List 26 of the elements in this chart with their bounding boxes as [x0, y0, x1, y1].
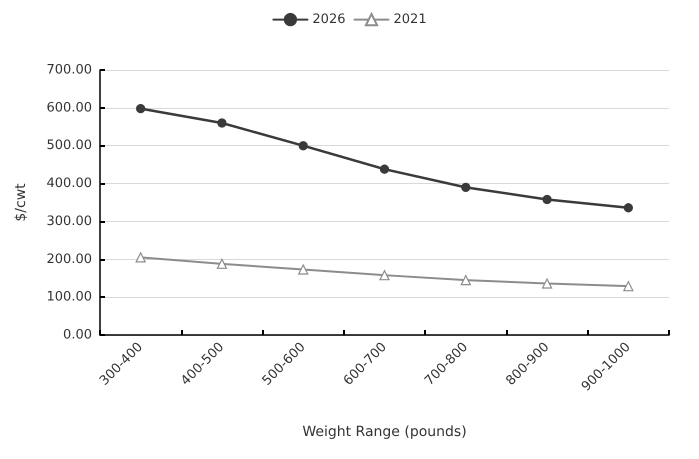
point	[461, 182, 470, 192]
y-tick-label: 300.00	[46, 214, 92, 229]
point	[136, 104, 146, 114]
y-axis-title: $/cwt	[13, 182, 29, 222]
point	[542, 278, 552, 289]
y-tick-label: 700.00	[46, 62, 92, 78]
point	[298, 264, 308, 275]
point	[298, 141, 308, 150]
point	[379, 270, 390, 280]
point	[217, 118, 227, 128]
point	[624, 203, 633, 212]
y-tick-label: 500.00	[46, 138, 92, 154]
point	[380, 164, 390, 174]
y-tick-label: 100.00	[46, 290, 92, 305]
x-axis-title: Weight Range (pounds)	[302, 424, 467, 440]
point	[216, 258, 228, 269]
point	[623, 281, 634, 292]
y-tick-label: 600.00	[46, 100, 92, 116]
y-tick-label: 200.00	[46, 252, 92, 267]
point	[460, 275, 471, 286]
legend-label: 2021	[394, 12, 427, 28]
y-tick-label: 400.00	[46, 176, 92, 192]
y-tick-label: 0.00	[63, 328, 92, 342]
point	[542, 194, 552, 204]
point	[136, 252, 146, 262]
legend-label: 2026	[312, 12, 346, 28]
